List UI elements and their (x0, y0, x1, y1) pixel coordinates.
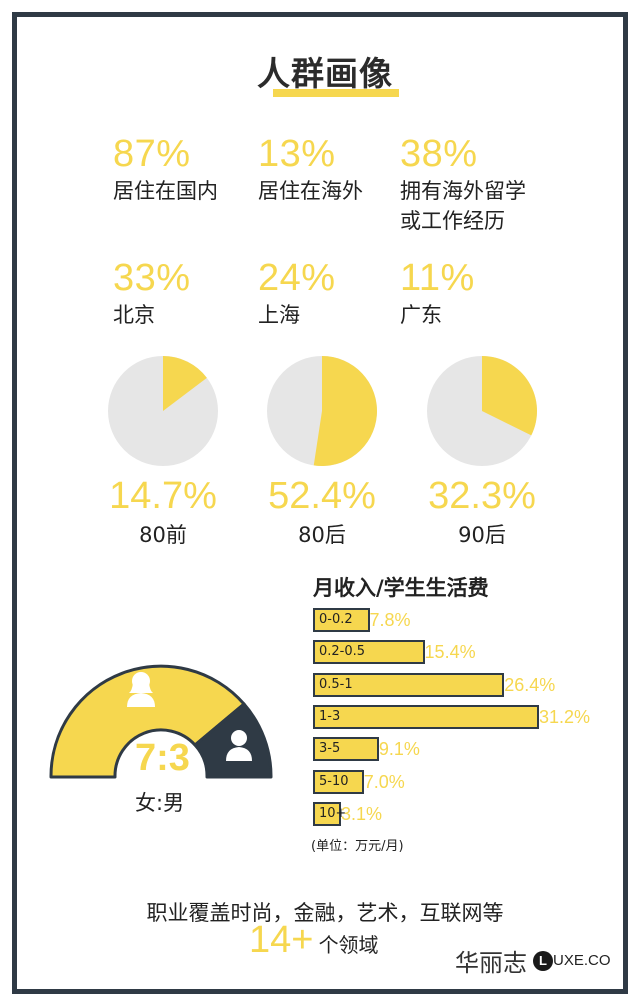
bar-value-label: 7.8% (369, 610, 411, 630)
bar-category-label: 5-10 (319, 773, 349, 789)
bar-category-label: 10+ (319, 805, 347, 821)
stat-shanghai: 24% 上海 (258, 257, 336, 330)
stat-label: 北京 (113, 303, 155, 327)
bar-row: 0-0.2 7.8% (313, 608, 411, 632)
bar-value-label: 3.1% (341, 803, 383, 824)
female-user-icon (127, 672, 155, 707)
bar-category-label: 3-5 (319, 741, 341, 757)
infographic-frame: 人群画像 87% 居住在国内 13% 居住在海外 38% 拥有海外留学 或工作经… (12, 12, 628, 994)
gender-ratio: 7:3 (135, 737, 190, 779)
bar-value-label: 15.4% (424, 642, 476, 663)
bar-value-label: 26.4% (504, 674, 556, 695)
income-bar-chart: 0-0.2 7.8% 0.2-0.5 15.4% 0.5-1 26.4% 1-3 31.2% 3… (313, 608, 603, 834)
bar-value-label: 7.0% (363, 771, 405, 792)
stat-guangdong: 11% 广东 (400, 257, 475, 330)
fields-count: 14+ (249, 919, 314, 961)
bar-value-label: 9.1% (378, 739, 420, 760)
bar: 0.5-1 (313, 672, 505, 697)
stat-domestic: 87% 居住在国内 (113, 133, 218, 206)
title-underline (273, 89, 399, 97)
age-pies (108, 356, 537, 466)
brand-mark: L UXE.CO (533, 950, 611, 971)
occupation-coverage: 职业覆盖时尚，金融，艺术，互联网等 (146, 901, 504, 925)
bar-row: 1-3 31.2% (313, 704, 591, 729)
bar: 3-5 (313, 737, 379, 762)
brand-logo: 华丽志 L UXE.CO (455, 943, 611, 978)
bar-category-label: 0.5-1 (319, 676, 353, 692)
stat-label: 广东 (400, 303, 442, 327)
stat-overseas: 13% 居住在海外 (258, 133, 363, 206)
page-title: 人群画像 (257, 54, 393, 93)
stat-label: 居住在国内 (113, 179, 218, 203)
stat-label: 上海 (258, 303, 300, 327)
fields-count-suffix: 个领域 (318, 933, 379, 957)
chart-title: 月收入/学生生活费 (313, 576, 489, 600)
pie-value-0: 14.7% (109, 475, 217, 517)
pie-label-2: 90后 (458, 523, 506, 547)
stat-value: 33% (113, 257, 191, 299)
gender-ratio-label: 女:男 (135, 791, 185, 815)
stat-value: 38% (400, 133, 478, 175)
brand-english-name: UXE.CO (553, 952, 611, 969)
stat-label-line1: 拥有海外留学 (400, 179, 526, 203)
bar-value-label: 31.2% (539, 706, 591, 727)
bar-category-label: 0-0.2 (319, 612, 353, 627)
pie-slice-0 (163, 356, 207, 411)
brand-l-badge: L (533, 950, 553, 971)
gauge-female-segment (49, 664, 246, 779)
bar: 1-3 (313, 704, 539, 729)
stat-value: 87% (113, 133, 191, 175)
pie-label-1: 80后 (298, 523, 346, 547)
bar-row: 5-10 7.0% (313, 769, 405, 794)
stat-value: 13% (258, 133, 336, 175)
chart-unit-note: (单位：万元/月) (311, 839, 404, 854)
pie-value-2: 32.3% (428, 475, 536, 517)
brand-chinese-name: 华丽志 (455, 949, 527, 977)
pie-value-1: 52.4% (268, 475, 376, 517)
pie-slice-1 (313, 356, 378, 466)
stat-beijing: 33% 北京 (113, 257, 191, 330)
male-user-icon (226, 730, 252, 761)
brand-l-letter: L (539, 953, 547, 968)
bar: 0-0.2 (313, 608, 370, 632)
bar-row: 10+ 3.1% (313, 801, 383, 826)
stat-value: 24% (258, 257, 336, 299)
stat-abroad-experience: 38% 拥有海外留学 或工作经历 (400, 133, 526, 236)
bar-row: 0.2-0.5 15.4% (313, 640, 476, 665)
pie-label-0: 80前 (139, 523, 187, 547)
bar-category-label: 1-3 (319, 708, 341, 724)
stat-label-line2: 或工作经历 (400, 209, 505, 233)
bar: 10+ (313, 801, 347, 826)
bar-row: 3-5 9.1% (313, 737, 420, 762)
stat-value: 11% (400, 257, 475, 299)
bar: 0.2-0.5 (313, 640, 425, 665)
pie-slice-2 (482, 356, 537, 436)
bar-row: 0.5-1 26.4% (313, 672, 556, 697)
stat-label: 居住在海外 (258, 179, 363, 203)
fields-count-row: 14+ 个领域 (249, 919, 379, 962)
bar-category-label: 0.2-0.5 (319, 644, 366, 660)
gender-gauge (49, 664, 273, 779)
bar: 5-10 (313, 769, 364, 794)
